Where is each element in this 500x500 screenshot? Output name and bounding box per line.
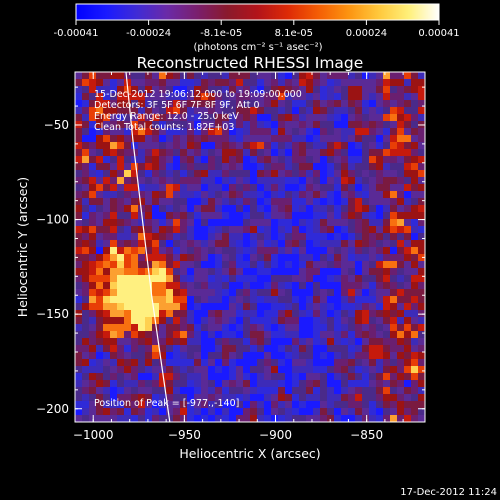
colorbar-tick-label: -0.00024	[126, 28, 171, 39]
y-tick-label: −150	[36, 307, 69, 321]
x-tick-label: −850	[350, 428, 383, 442]
x-tick-label: −950	[168, 428, 201, 442]
info-line-energy-range: Energy Range: 12.0 - 25.0 keV	[94, 111, 239, 122]
colorbar-tick-label: -8.1e-05	[200, 28, 242, 39]
y-tick-label: −200	[36, 402, 69, 416]
image-frame	[74, 71, 426, 423]
solar-limb-line	[125, 72, 171, 422]
info-line-detectors: Detectors: 3F 5F 6F 7F 8F 9F, Att 0	[94, 100, 260, 111]
y-axis-label: Heliocentric Y (arcsec)	[15, 177, 30, 317]
y-tick-label: −100	[36, 213, 69, 227]
colorbar-ticks: -0.00041 -0.00024 -8.1e-05 8.1e-05 0.00024 0.…	[54, 20, 460, 39]
colorbar: -0.00041 -0.00024 -8.1e-05 8.1e-05 0.00024 0.…	[54, 3, 460, 53]
colorbar-tick-label: 0.00024	[346, 28, 387, 39]
axes: −1000 −950 −900 −850 −50 −100 −150 −200	[36, 72, 425, 442]
x-tick-label: −900	[259, 428, 292, 442]
colorbar-tick-label: -0.00041	[54, 28, 99, 39]
x-tick-label: −1000	[73, 428, 114, 442]
colorbar-gradient	[75, 3, 440, 21]
colorbar-tick-label: 8.1e-05	[275, 28, 313, 39]
info-line-clean-counts: Clean Total counts: 1.82E+03	[94, 122, 234, 133]
colorbar-units-label: (photons cm⁻² s⁻¹ asec⁻²)	[193, 42, 322, 53]
info-line-time-range: 15-Dec-2012 19:06:12.000 to 19:09:00.000	[94, 89, 302, 100]
image-plot: −1000 −950 −900 −850 −50 −100 −150 −200 15-Dec-…	[36, 71, 426, 442]
footer-timestamp: 17-Dec-2012 11:24	[400, 487, 497, 498]
colorbar-tick-label: 0.00041	[418, 28, 459, 39]
x-axis-label: Heliocentric X (arcsec)	[179, 446, 320, 461]
image-title: Reconstructed RHESSI Image	[137, 54, 364, 72]
y-tick-label: −50	[44, 118, 69, 132]
image-heatmap	[75, 72, 425, 422]
info-annotation: 15-Dec-2012 19:06:12.000 to 19:09:00.000…	[94, 89, 302, 133]
peak-position-label: Position of Peak = [-977.,-140]	[94, 398, 239, 409]
